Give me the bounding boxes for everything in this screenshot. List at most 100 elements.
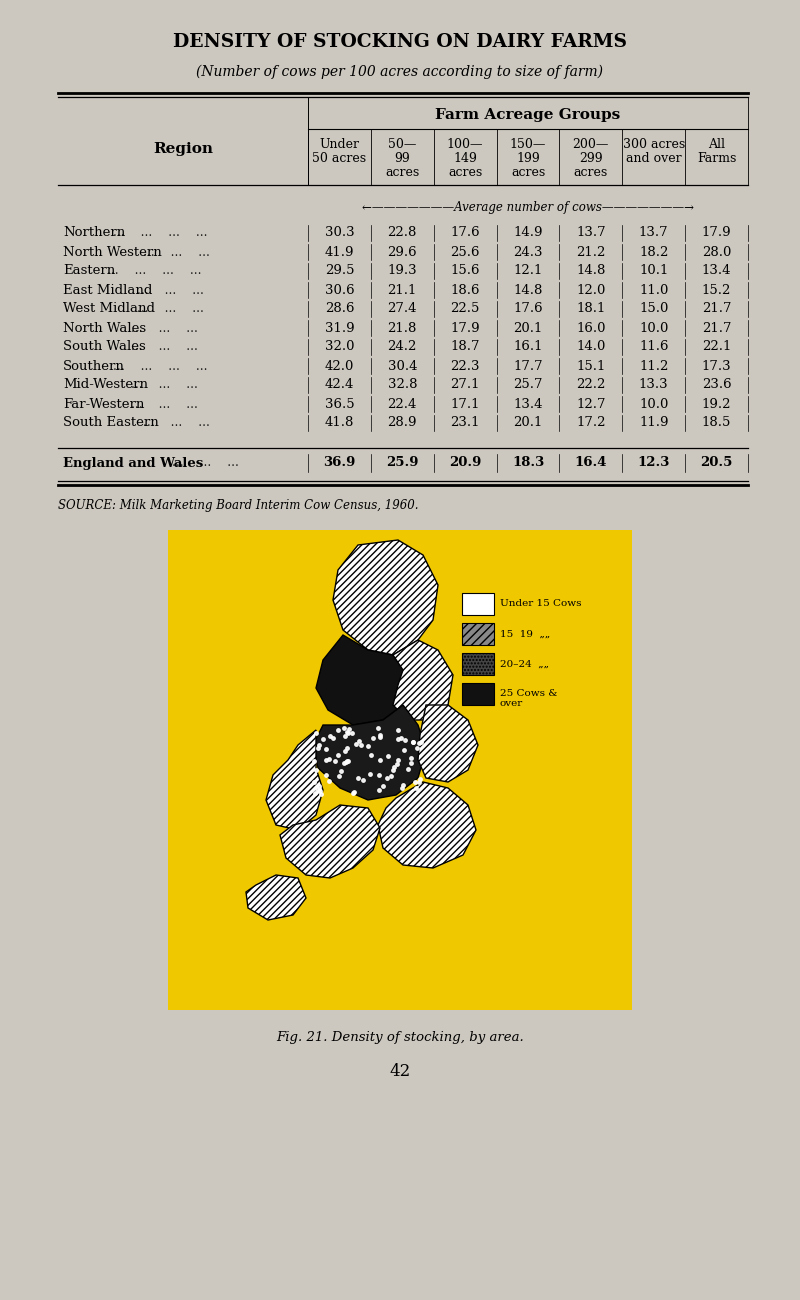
Text: acres: acres xyxy=(385,166,419,179)
Text: 25.9: 25.9 xyxy=(386,456,418,469)
Text: 199: 199 xyxy=(516,152,540,165)
Text: 22.3: 22.3 xyxy=(450,360,480,373)
Bar xyxy=(462,653,494,675)
Text: Mid-Western: Mid-Western xyxy=(63,378,148,391)
Text: 36.9: 36.9 xyxy=(323,456,356,469)
Text: North Wales: North Wales xyxy=(63,321,146,334)
Text: 20–24  „„: 20–24 „„ xyxy=(500,659,549,668)
Text: 20.9: 20.9 xyxy=(449,456,482,469)
Text: 42: 42 xyxy=(390,1063,410,1080)
Text: 36.5: 36.5 xyxy=(325,398,354,411)
Text: and over: and over xyxy=(626,152,682,165)
Text: 300 acres: 300 acres xyxy=(622,139,685,152)
Text: Far-Western: Far-Western xyxy=(63,398,144,411)
Text: 42.0: 42.0 xyxy=(325,360,354,373)
Text: 24.2: 24.2 xyxy=(387,341,417,354)
Text: West Midland: West Midland xyxy=(63,303,155,316)
Text: 200—: 200— xyxy=(573,139,609,152)
Text: 22.1: 22.1 xyxy=(702,341,731,354)
Text: 20.1: 20.1 xyxy=(514,416,542,429)
Polygon shape xyxy=(393,640,453,720)
Text: 21.8: 21.8 xyxy=(387,321,417,334)
Text: 99: 99 xyxy=(394,152,410,165)
Text: 21.7: 21.7 xyxy=(702,303,731,316)
Bar xyxy=(462,682,494,705)
Text: 11.9: 11.9 xyxy=(639,416,669,429)
Text: 41.8: 41.8 xyxy=(325,416,354,429)
Text: 22.2: 22.2 xyxy=(576,378,606,391)
Polygon shape xyxy=(313,705,426,800)
Text: All: All xyxy=(708,139,725,152)
Text: (Number of cows per 100 acres according to size of farm): (Number of cows per 100 acres according … xyxy=(197,65,603,79)
Text: 14.8: 14.8 xyxy=(514,283,542,296)
Text: 19.2: 19.2 xyxy=(702,398,731,411)
Text: 29.6: 29.6 xyxy=(387,246,417,259)
Text: 19.3: 19.3 xyxy=(387,264,417,277)
Text: ...    ...    ...: ... ... ... xyxy=(137,283,204,296)
Text: 150—: 150— xyxy=(510,139,546,152)
Text: 13.4: 13.4 xyxy=(514,398,542,411)
Text: ...    ...    ...: ... ... ... xyxy=(131,398,198,411)
Text: Eastern: Eastern xyxy=(63,264,115,277)
Text: 27.1: 27.1 xyxy=(450,378,480,391)
Text: 25.6: 25.6 xyxy=(450,246,480,259)
Text: 22.4: 22.4 xyxy=(387,398,417,411)
Text: Under: Under xyxy=(319,139,359,152)
Text: 15.1: 15.1 xyxy=(576,360,606,373)
Text: acres: acres xyxy=(511,166,545,179)
Text: ...    ...    ...: ... ... ... xyxy=(137,303,204,316)
Text: 18.7: 18.7 xyxy=(450,341,480,354)
Text: 13.4: 13.4 xyxy=(702,264,731,277)
Text: 30.3: 30.3 xyxy=(325,226,354,239)
Text: SOURCE: Milk Marketing Board Interim Cow Census, 1960.: SOURCE: Milk Marketing Board Interim Cow… xyxy=(58,498,418,511)
Text: 29.5: 29.5 xyxy=(325,264,354,277)
Text: 15  19  „„: 15 19 „„ xyxy=(500,629,550,638)
Text: 13.7: 13.7 xyxy=(576,226,606,239)
Text: 21.2: 21.2 xyxy=(576,246,606,259)
Text: 22.8: 22.8 xyxy=(387,226,417,239)
Text: 16.4: 16.4 xyxy=(574,456,607,469)
Text: 14.9: 14.9 xyxy=(514,226,542,239)
Text: 15.2: 15.2 xyxy=(702,283,731,296)
Text: 18.6: 18.6 xyxy=(450,283,480,296)
Text: Farm Acreage Groups: Farm Acreage Groups xyxy=(435,108,621,122)
Text: 41.9: 41.9 xyxy=(325,246,354,259)
Text: Farms: Farms xyxy=(697,152,736,165)
Text: 17.6: 17.6 xyxy=(513,303,543,316)
Polygon shape xyxy=(246,875,306,920)
Text: 12.3: 12.3 xyxy=(638,456,670,469)
Text: 23.6: 23.6 xyxy=(702,378,731,391)
Text: 30.6: 30.6 xyxy=(325,283,354,296)
Text: Southern: Southern xyxy=(63,360,125,373)
Text: South Wales: South Wales xyxy=(63,341,146,354)
Text: 15.0: 15.0 xyxy=(639,303,669,316)
Polygon shape xyxy=(418,705,478,783)
Text: ...    ...    ...: ... ... ... xyxy=(131,341,198,354)
Bar xyxy=(462,623,494,645)
Text: England and Wales: England and Wales xyxy=(63,456,203,469)
Text: 13.3: 13.3 xyxy=(639,378,669,391)
Bar xyxy=(462,593,494,615)
Text: ←———————Average number of cows———————→: ←———————Average number of cows———————→ xyxy=(362,200,694,213)
Text: over: over xyxy=(500,699,523,709)
Text: ...    ...    ...: ... ... ... xyxy=(172,456,239,469)
Text: ...    ...    ...: ... ... ... xyxy=(131,378,198,391)
Text: 17.2: 17.2 xyxy=(576,416,606,429)
Text: 28.0: 28.0 xyxy=(702,246,731,259)
Text: 17.6: 17.6 xyxy=(450,226,480,239)
Text: East Midland: East Midland xyxy=(63,283,152,296)
Text: 20.1: 20.1 xyxy=(514,321,542,334)
Text: 32.0: 32.0 xyxy=(325,341,354,354)
Text: North Western: North Western xyxy=(63,246,162,259)
Text: 10.0: 10.0 xyxy=(639,398,669,411)
Text: 32.8: 32.8 xyxy=(387,378,417,391)
Text: ...    ...    ...: ... ... ... xyxy=(131,321,198,334)
Text: 50 acres: 50 acres xyxy=(312,152,366,165)
Text: DENSITY OF STOCKING ON DAIRY FARMS: DENSITY OF STOCKING ON DAIRY FARMS xyxy=(173,32,627,51)
Text: 13.7: 13.7 xyxy=(639,226,669,239)
Text: 12.1: 12.1 xyxy=(514,264,542,277)
Text: 24.3: 24.3 xyxy=(514,246,542,259)
Text: Under 15 Cows: Under 15 Cows xyxy=(500,599,582,608)
Text: 17.3: 17.3 xyxy=(702,360,731,373)
Text: 11.2: 11.2 xyxy=(639,360,669,373)
